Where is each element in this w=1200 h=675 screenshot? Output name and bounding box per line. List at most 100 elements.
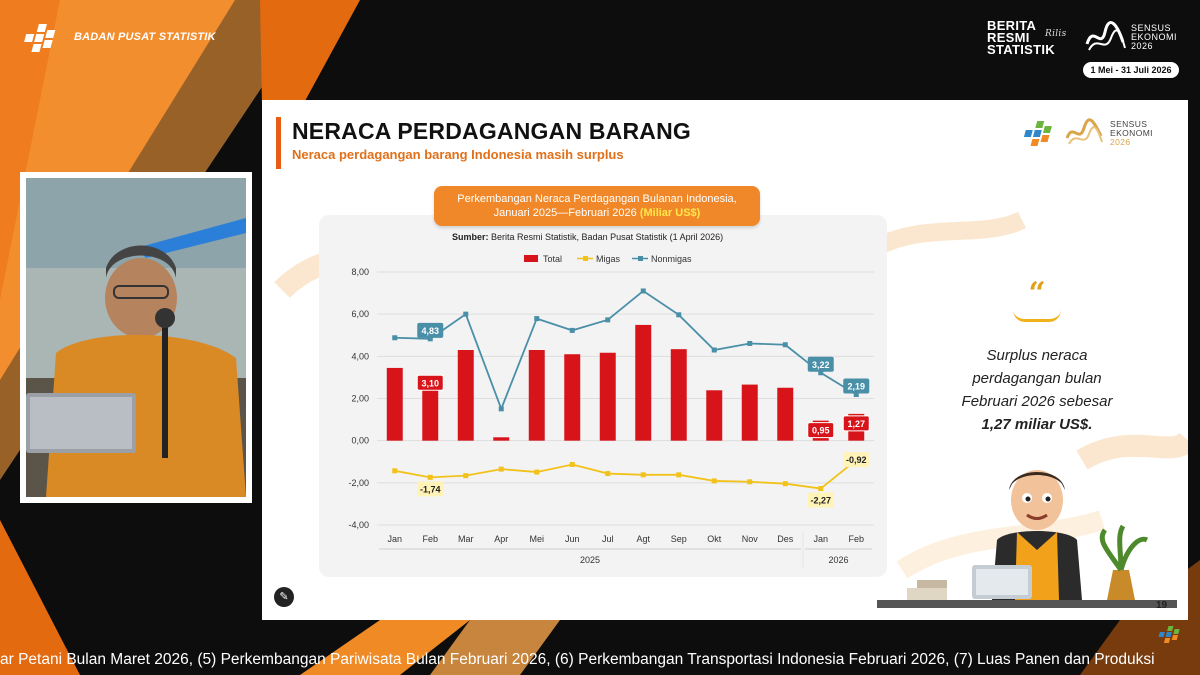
- bar-total: [457, 350, 474, 441]
- mascot-illustration: [877, 470, 1177, 608]
- migas-point: [782, 481, 788, 487]
- x-tick-label: Mar: [458, 534, 474, 544]
- chart-heading-line2: Januari 2025—Februari 2026: [493, 207, 637, 219]
- page-number: 19: [1156, 600, 1168, 611]
- x-tick-label: Okt: [707, 534, 722, 544]
- speaker-video-frame: [26, 178, 246, 497]
- bps-logo: BADAN PUSAT STATISTIK: [22, 20, 216, 54]
- nonmigas-point: [640, 288, 646, 294]
- x-tick-label: Mei: [529, 534, 544, 544]
- nonmigas-point: [463, 311, 469, 317]
- bar-total: [386, 367, 403, 441]
- year-group-label: 2025: [580, 555, 600, 565]
- data-label-box: [807, 356, 834, 372]
- sensus-color-swirl-icon: [1065, 118, 1103, 145]
- pen-tool-button[interactable]: ✎: [274, 587, 294, 607]
- x-tick-label: Agt: [636, 534, 650, 544]
- bar-total: [635, 324, 652, 441]
- data-label: -1,74: [420, 484, 441, 494]
- bar-total: [528, 350, 545, 441]
- legend-label: Total: [543, 254, 562, 264]
- slide-se-line: 2026: [1110, 136, 1131, 147]
- chart-source: Sumber: Berita Resmi Statistik, Badan Pu…: [452, 232, 723, 242]
- migas-point: [427, 474, 433, 480]
- quote-line: Februari 2026 sebesar: [961, 393, 1113, 410]
- y-tick-label: 2,00: [351, 394, 369, 404]
- bps-logo-icon: [24, 24, 56, 52]
- nonmigas-point: [605, 317, 611, 323]
- title-accent-bar: [276, 117, 281, 169]
- nonmigas-point: [853, 391, 859, 397]
- bar-total: [706, 390, 723, 441]
- bar-total: [422, 375, 439, 441]
- nonmigas-point: [569, 327, 575, 333]
- nonmigas-point: [711, 347, 717, 353]
- news-ticker: ar Petani Bulan Maret 2026, (5) Perkemba…: [0, 651, 1155, 668]
- slide-title: NERACA PERDAGANGAN BARANG: [292, 118, 691, 144]
- migas-point: [605, 471, 611, 477]
- data-label: 4,83: [421, 326, 439, 336]
- nonmigas-point: [534, 316, 540, 322]
- migas-point: [534, 469, 540, 475]
- bar-total: [493, 437, 510, 441]
- x-tick-label: Apr: [494, 534, 508, 544]
- data-label: 1,27: [847, 419, 865, 429]
- quote-mark-icon: “: [1028, 276, 1046, 311]
- migas-point: [676, 472, 682, 478]
- quote-line: Surplus neraca: [986, 347, 1088, 364]
- sensus-date-badge: 1 Mei - 31 Juli 2026: [1083, 62, 1179, 78]
- brs-rilis: Rilis: [1045, 29, 1067, 39]
- data-label-box: [807, 492, 834, 508]
- sensus-ekonomi-logo: SENSUS EKONOMI 2026: [1083, 20, 1177, 54]
- slide-subtitle: Neraca perdagangan barang Indonesia masi…: [292, 147, 624, 162]
- brs-line: STATISTIK: [987, 42, 1055, 57]
- nonmigas-point: [782, 342, 788, 348]
- presentation-slide: NERACA PERDAGANGAN BARANG Neraca perdaga…: [262, 100, 1188, 620]
- bar-total: [741, 384, 758, 441]
- quote-line: perdagangan bulan: [972, 370, 1102, 387]
- x-tick-label: Feb: [848, 534, 864, 544]
- nonmigas-point: [427, 336, 433, 342]
- webcam-video: [26, 178, 246, 497]
- y-tick-label: 6,00: [351, 309, 369, 319]
- data-label-box: [843, 452, 870, 468]
- slide-se-line: SENSUS: [1110, 118, 1148, 129]
- corner-bps-icon: [1158, 626, 1180, 643]
- source-label: Sumber:: [452, 232, 489, 242]
- year-group-label: 2026: [828, 555, 848, 565]
- se-line: SENSUS: [1131, 22, 1172, 33]
- chart-heading-unit: (Miliar US$): [639, 207, 701, 219]
- migas-point: [711, 478, 717, 484]
- x-tick-label: Jan: [387, 534, 402, 544]
- y-tick-label: -4,00: [348, 520, 369, 530]
- data-label: 3,10: [421, 378, 439, 388]
- data-label: 3,22: [812, 360, 830, 370]
- quote-panel: “ Surplus neraca perdagangan bulan Febru…: [902, 276, 1172, 436]
- brs-line: RESMI: [987, 30, 1030, 45]
- se-line: EKONOMI: [1131, 31, 1178, 42]
- x-tick-label: Des: [777, 534, 794, 544]
- migas-point: [392, 468, 398, 474]
- bps-color-logo-icon: [1023, 121, 1052, 146]
- se-line: 2026: [1131, 40, 1154, 51]
- x-tick-label: Feb: [422, 534, 438, 544]
- chart-heading: Perkembangan Neraca Perdagangan Bulanan …: [434, 186, 760, 226]
- smile-decoration: [1013, 310, 1061, 322]
- migas-point: [640, 472, 646, 478]
- x-tick-label: Jan: [813, 534, 828, 544]
- migas-point: [498, 466, 504, 472]
- nonmigas-point: [392, 335, 398, 341]
- data-label-box: [416, 374, 444, 391]
- y-tick-label: 8,00: [351, 267, 369, 277]
- x-tick-label: Jun: [565, 534, 580, 544]
- chart-heading-line1: Perkembangan Neraca Perdagangan Bulanan …: [457, 193, 737, 205]
- migas-point: [569, 461, 575, 467]
- nonmigas-point: [676, 312, 682, 318]
- bps-name: BADAN PUSAT STATISTIK: [74, 31, 216, 43]
- quote-text: Surplus neraca perdagangan bulan Februar…: [902, 344, 1172, 436]
- legend-swatch: [524, 255, 538, 262]
- x-tick-label: Sep: [671, 534, 687, 544]
- nonmigas-point: [498, 406, 504, 412]
- nonmigas-line: [394, 289, 857, 412]
- trade-balance-chart: -4,00 -2,00 0,00 2,00 4,00 6,00 8,00 Total Migas…: [348, 254, 874, 569]
